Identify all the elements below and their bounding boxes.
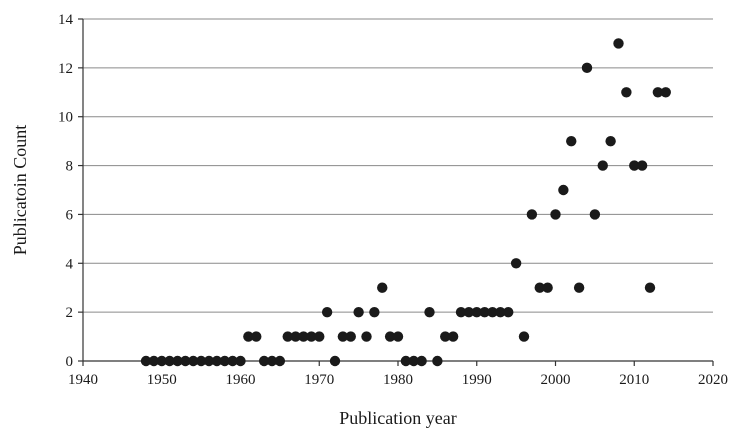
data-point (550, 209, 561, 220)
data-point (432, 355, 443, 367)
data-point (298, 331, 309, 342)
data-point (227, 355, 238, 367)
data-point (164, 355, 175, 367)
data-point (353, 306, 364, 318)
x-axis-title: Publication year (339, 408, 456, 428)
data-point (479, 306, 490, 318)
data-point (408, 355, 419, 367)
axes (82, 19, 713, 362)
data-point (337, 331, 349, 342)
data-point (447, 331, 459, 342)
data-point (369, 306, 380, 318)
data-point (526, 209, 538, 220)
x-tick-label: 1970 (304, 372, 334, 388)
x-tick-label: 1980 (383, 372, 413, 388)
data-point (377, 282, 388, 293)
x-tick-label: 2000 (541, 372, 571, 388)
data-point (597, 160, 608, 171)
data-point (424, 306, 435, 318)
data-point (542, 282, 553, 293)
data-point (416, 355, 427, 367)
data-point (148, 355, 160, 367)
x-tick-label: 1990 (462, 372, 492, 388)
data-point (384, 331, 396, 342)
data-point (306, 331, 317, 342)
data-point (652, 87, 664, 98)
data-point (613, 38, 624, 49)
y-axis-ticks: 0 2 4 6 8 10 12 14 (58, 12, 83, 370)
x-tick-label: 1940 (68, 372, 98, 388)
data-point (251, 331, 262, 342)
x-tick-label: 1960 (226, 372, 256, 388)
data-point (566, 135, 577, 147)
data-point (180, 355, 191, 367)
data-point (314, 331, 325, 342)
data-point (573, 282, 585, 293)
data-point (235, 355, 246, 367)
y-tick-label: 4 (66, 256, 74, 272)
x-tick-label: 1950 (147, 372, 177, 388)
data-point (589, 209, 601, 220)
data-point (503, 306, 514, 318)
x-tick-label: 2020 (698, 372, 728, 388)
data-point (140, 355, 152, 367)
x-tick-label: 2010 (619, 372, 649, 388)
data-point (258, 355, 270, 367)
y-tick-label: 6 (66, 207, 74, 223)
data-point (518, 331, 530, 342)
data-point (329, 355, 341, 367)
y-axis-title: Publicatoin Count (10, 125, 30, 256)
data-point (203, 355, 215, 367)
data-point (463, 306, 475, 318)
data-point (290, 331, 301, 342)
data-point (510, 258, 522, 269)
data-point (195, 355, 207, 367)
y-tick-label: 10 (58, 110, 73, 126)
y-tick-label: 8 (66, 159, 74, 175)
data-point (172, 355, 183, 367)
y-tick-label: 14 (58, 12, 74, 28)
data-point (243, 331, 254, 342)
data-point (345, 331, 356, 342)
data-point (266, 355, 278, 367)
data-point (400, 355, 412, 367)
data-point (534, 282, 545, 293)
data-point (211, 355, 223, 367)
data-point (487, 306, 498, 318)
y-tick-label: 12 (58, 61, 73, 77)
data-point (321, 306, 333, 318)
y-tick-label: 2 (66, 305, 74, 321)
y-tick-label: 0 (66, 354, 74, 370)
data-point (219, 355, 230, 367)
data-point (605, 135, 616, 147)
data-point (361, 331, 372, 342)
data-point (558, 184, 569, 196)
data-point (636, 160, 648, 171)
x-axis-ticks: 1940 1950 1960 1970 1980 1990 2000 2010 2020 (68, 361, 728, 388)
data-point (440, 331, 451, 342)
data-point (471, 306, 482, 318)
data-point (495, 306, 506, 318)
data-point (581, 62, 593, 74)
gridlines (83, 18, 713, 313)
data-point (274, 355, 286, 367)
data-point (455, 306, 467, 318)
data-point (621, 87, 632, 98)
data-point (188, 355, 199, 367)
data-points (140, 38, 671, 367)
data-point (392, 331, 404, 342)
data-point (660, 87, 671, 98)
data-point (282, 331, 293, 342)
data-point (156, 355, 167, 367)
data-point (629, 160, 640, 171)
data-point (644, 282, 656, 293)
